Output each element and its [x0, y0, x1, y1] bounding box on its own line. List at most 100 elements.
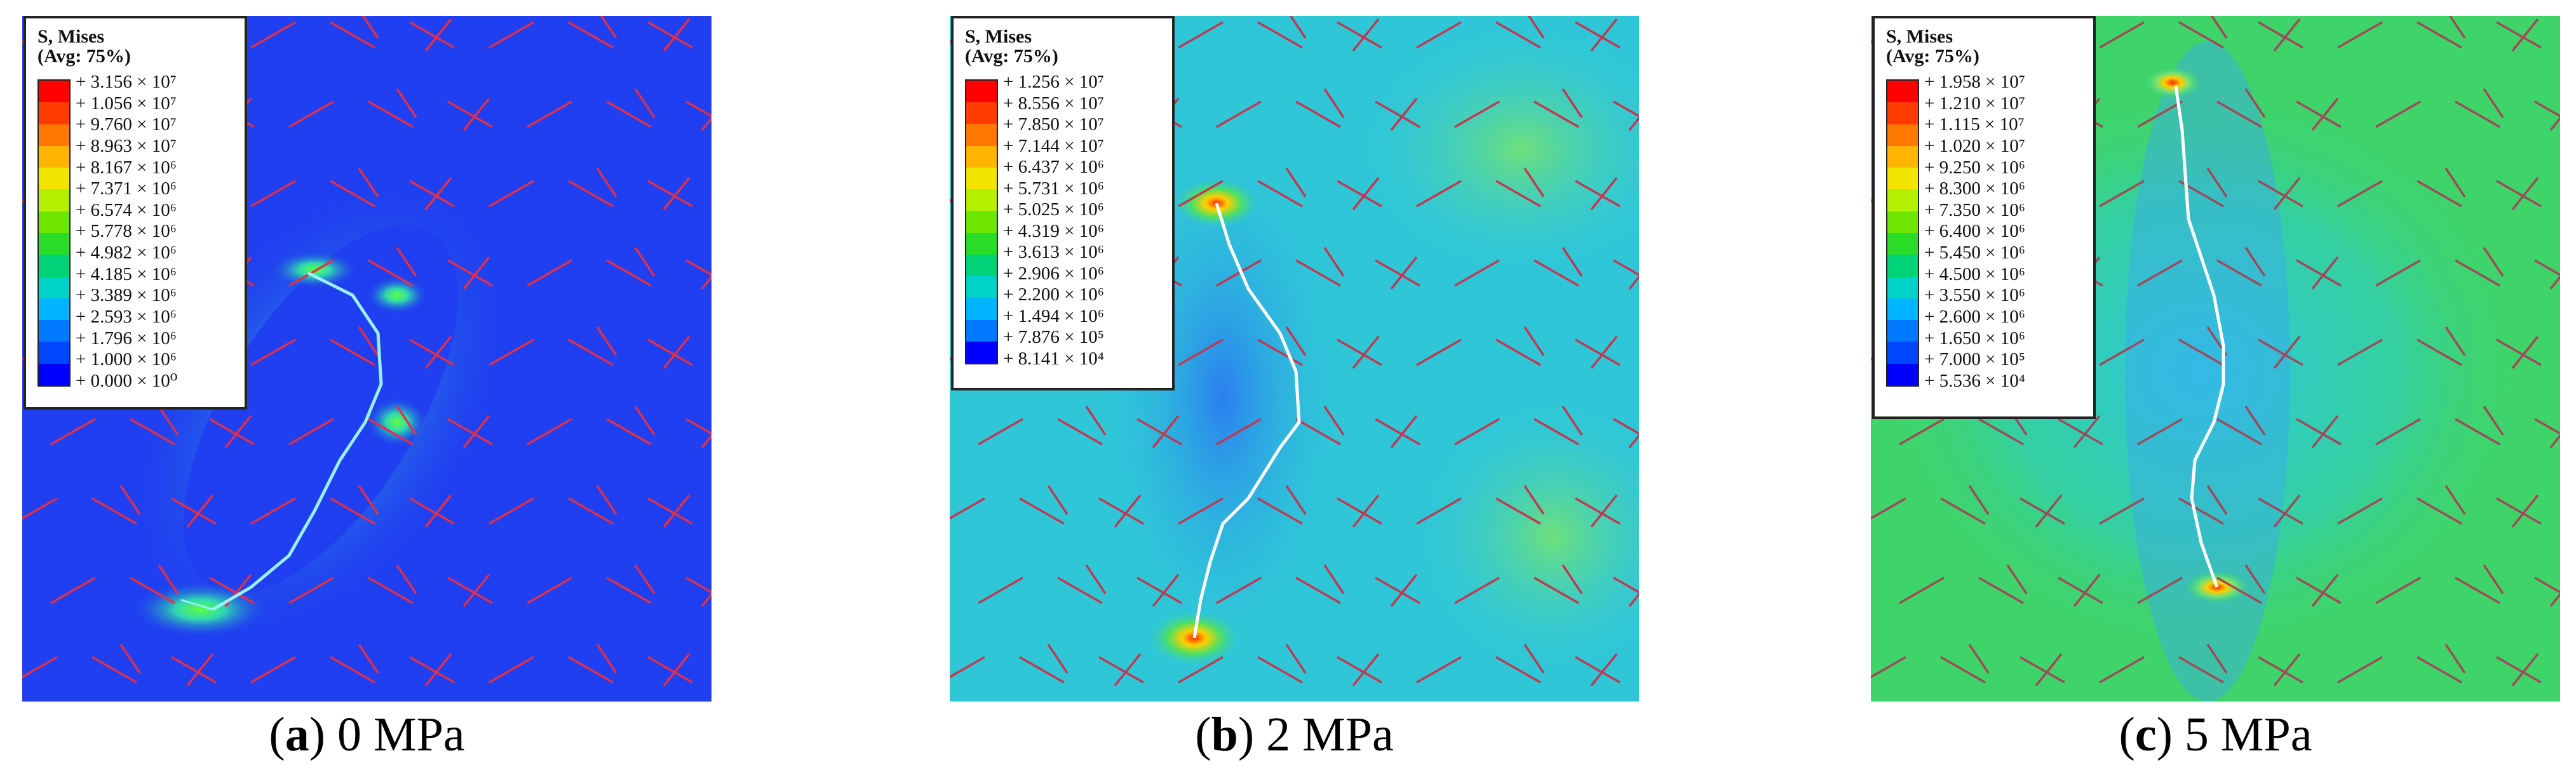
- natural-fracture: [2178, 656, 2224, 684]
- panel-b: S, Mises (Avg: 75%) + 1.256 × 10⁷ + 8.55…: [950, 16, 1639, 702]
- natural-fracture: [596, 485, 617, 515]
- color-swatch: [39, 363, 69, 385]
- caption-c: (c) 5 MPa: [2119, 708, 2312, 761]
- natural-fracture: [1337, 656, 1382, 684]
- natural-fracture: [685, 100, 711, 117]
- natural-fracture: [1285, 644, 1307, 674]
- natural-fracture: [701, 275, 711, 290]
- natural-fracture: [568, 497, 614, 525]
- natural-fracture: [2099, 338, 2145, 366]
- natural-fracture: [2511, 494, 2539, 528]
- natural-fracture: [1216, 418, 1262, 446]
- natural-fracture: [2206, 485, 2228, 515]
- natural-fracture: [1628, 592, 1639, 608]
- natural-fracture: [2273, 653, 2301, 687]
- natural-fracture: [2534, 418, 2560, 435]
- legend-value-b-13: + 8.141 × 10⁴: [1003, 348, 1104, 369]
- natural-fracture: [634, 564, 656, 594]
- natural-fracture: [527, 259, 572, 287]
- natural-fracture: [2337, 338, 2383, 366]
- natural-fracture: [1968, 485, 1990, 515]
- natural-fracture: [568, 180, 614, 208]
- natural-fracture: [1337, 497, 1382, 525]
- natural-fracture: [1295, 100, 1341, 128]
- natural-fracture: [1575, 656, 1621, 684]
- natural-fracture: [1613, 100, 1639, 117]
- natural-fracture: [2549, 592, 2560, 608]
- natural-fracture: [1375, 259, 1420, 287]
- natural-fracture: [527, 418, 572, 446]
- color-swatch: [1887, 276, 1918, 298]
- natural-fracture: [2216, 418, 2262, 446]
- natural-fracture: [358, 644, 379, 674]
- natural-fracture: [2534, 100, 2560, 117]
- legend-value-c-11: + 2.600 × 10⁶: [1924, 307, 2025, 328]
- natural-fracture: [1152, 573, 1180, 608]
- natural-fracture: [1871, 497, 1906, 520]
- natural-fracture: [2244, 247, 2266, 277]
- legend-subtitle-c: (Avg: 75%): [1886, 46, 1979, 67]
- natural-fracture: [1019, 656, 1065, 684]
- natural-fracture: [1178, 21, 1224, 49]
- legend-value-c-4: + 9.250 × 10⁶: [1924, 157, 2025, 178]
- natural-fracture: [1495, 180, 1541, 208]
- panel-c: S, Mises (Avg: 75%) + 1.958 × 10⁷ + 1.21…: [1871, 16, 2560, 702]
- natural-fracture: [2337, 180, 2383, 208]
- legend-value-b-1: + 8.556 × 10⁷: [1003, 93, 1104, 114]
- legend-value-b-5: + 5.731 × 10⁶: [1003, 178, 1104, 199]
- caption-pressure-a: 0 MPa: [337, 708, 465, 761]
- crack-path-b: [1192, 203, 1301, 639]
- natural-fracture: [663, 335, 691, 369]
- natural-fracture: [250, 180, 296, 208]
- natural-fracture: [2020, 656, 2065, 684]
- natural-fracture: [1057, 418, 1103, 446]
- natural-fracture: [1590, 494, 1618, 528]
- color-swatch: [966, 81, 997, 103]
- color-swatch: [966, 145, 997, 168]
- natural-fracture: [1295, 418, 1341, 446]
- color-swatch: [1887, 102, 1918, 124]
- natural-fracture: [368, 100, 414, 128]
- legend-value-c-9: + 4.500 × 10⁶: [1924, 263, 2025, 284]
- natural-fracture: [2099, 656, 2145, 684]
- natural-fracture: [2006, 564, 2028, 594]
- natural-fracture: [1114, 494, 1142, 528]
- natural-fracture: [361, 16, 379, 39]
- natural-fracture: [1416, 338, 1462, 366]
- natural-fracture: [1561, 564, 1583, 594]
- natural-fracture: [2534, 576, 2560, 594]
- legend-subtitle-b: (Avg: 75%): [965, 46, 1058, 67]
- legend-subtitle-a: (Avg: 75%): [37, 46, 131, 67]
- natural-fracture: [1257, 21, 1303, 49]
- natural-fracture: [2244, 406, 2266, 436]
- natural-fracture: [2445, 485, 2466, 515]
- natural-fracture: [647, 21, 693, 49]
- natural-fracture: [358, 485, 379, 515]
- natural-fracture: [634, 88, 656, 118]
- natural-fracture: [2549, 434, 2560, 449]
- natural-fracture: [22, 497, 58, 520]
- natural-fracture: [288, 100, 334, 128]
- natural-fracture: [1940, 497, 1986, 525]
- natural-fracture: [2099, 497, 2145, 525]
- natural-fracture: [1216, 576, 1262, 604]
- natural-fracture: [2073, 573, 2101, 608]
- natural-fracture: [634, 406, 656, 436]
- natural-fracture: [2375, 576, 2421, 604]
- natural-fracture: [1375, 100, 1420, 128]
- natural-fracture: [2445, 168, 2466, 197]
- natural-fracture: [2511, 18, 2539, 52]
- natural-fracture: [2296, 418, 2342, 446]
- legend-value-a-1: + 1.056 × 10⁷: [76, 93, 177, 114]
- natural-fracture: [2273, 335, 2301, 369]
- caption-pressure-b: 2 MPa: [1266, 708, 1394, 761]
- color-swatch: [966, 298, 997, 320]
- caption-letter-c: c: [2134, 708, 2157, 761]
- natural-fracture: [489, 497, 534, 525]
- natural-fracture: [119, 644, 141, 674]
- natural-fracture: [1495, 497, 1541, 525]
- legend-value-b-0: + 1.256 × 10⁷: [1003, 72, 1104, 92]
- natural-fracture: [409, 338, 455, 366]
- legend-value-b-7: + 4.319 × 10⁶: [1003, 220, 1104, 241]
- fracture-network-b: [950, 16, 1639, 687]
